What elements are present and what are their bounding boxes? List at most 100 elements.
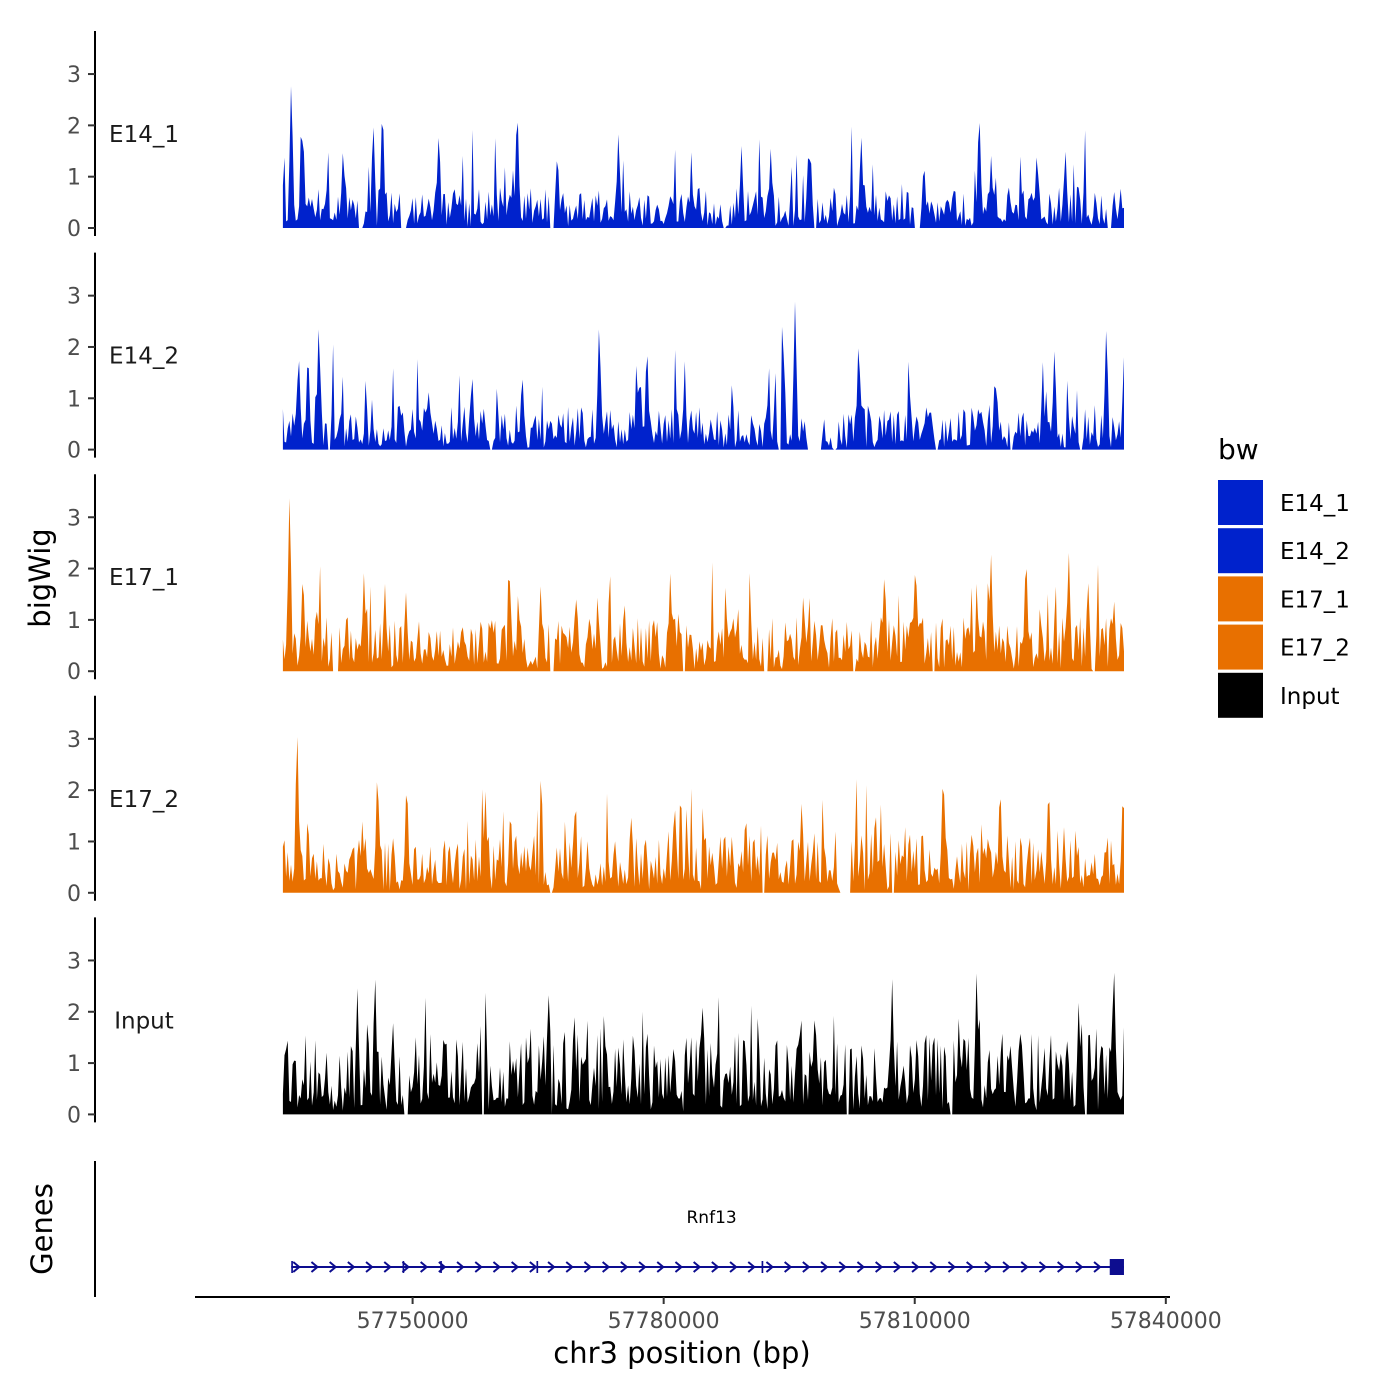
strand-arrow: [547, 1261, 556, 1273]
strand-arrow: [711, 1261, 720, 1273]
y-tick-label: 1: [67, 1052, 81, 1077]
strand-arrow: [638, 1261, 647, 1273]
legend-entry-E17_1: E17_1: [1218, 576, 1350, 622]
y-tick-label: 0: [67, 882, 81, 907]
y-tick-label: 2: [67, 779, 81, 804]
y-tick-label: 3: [67, 63, 81, 88]
signal-area-E17_1: [282, 498, 1124, 672]
strand-arrow: [729, 1261, 738, 1273]
strand-arrow: [929, 1261, 938, 1273]
gene-exon: [1109, 1259, 1124, 1275]
legend-entry-E14_2: E14_2: [1218, 528, 1350, 574]
gene-exon: [402, 1261, 405, 1273]
y-tick-label: 2: [67, 114, 81, 139]
strand-arrow: [620, 1261, 629, 1273]
x-tick-label: 57840000: [1110, 1309, 1222, 1334]
legend-swatch: [1218, 624, 1263, 670]
legend-swatch: [1218, 528, 1263, 574]
gene-name-label: Rnf13: [687, 1208, 737, 1228]
strand-arrow: [966, 1261, 975, 1273]
legend-entry-Input: Input: [1218, 672, 1340, 718]
track-E17_2: 0 1 2 3 E17_2: [67, 695, 1124, 907]
strand-arrow: [292, 1261, 301, 1273]
legend-label: Input: [1280, 684, 1340, 710]
track-E14_2: 0 1 2 3 E14_2: [67, 252, 1124, 464]
strand-arrow: [693, 1261, 702, 1273]
y-tick-label: 0: [67, 439, 81, 464]
gene-exon: [291, 1261, 293, 1273]
gene-exon: [440, 1261, 442, 1273]
x-axis-title: chr3 position (bp): [553, 1336, 810, 1370]
strand-arrow: [674, 1261, 684, 1273]
strand-arrow: [310, 1261, 320, 1273]
strand-arrow: [1093, 1261, 1102, 1273]
y-tick-label: 3: [67, 728, 81, 753]
gene-track: Genes Rnf13: [25, 1161, 1124, 1297]
strand-arrow: [492, 1261, 502, 1273]
gene-exon: [536, 1261, 539, 1273]
strand-arrow: [456, 1261, 465, 1273]
track-label: E14_2: [109, 344, 179, 370]
strand-arrow: [1075, 1261, 1084, 1273]
y-tick-label: 3: [67, 285, 81, 310]
track-label: E17_2: [109, 787, 179, 813]
strand-arrow: [802, 1261, 811, 1273]
y-tick-label: 1: [67, 830, 81, 855]
legend-swatch: [1218, 480, 1263, 525]
strand-arrow: [784, 1261, 793, 1273]
y-tick-label: 2: [67, 336, 81, 361]
y-tick-label: 2: [67, 558, 81, 583]
x-axis: 57750000 57780000 57810000 57840000 chr3 po…: [195, 1296, 1222, 1370]
x-tick-label: 57780000: [608, 1309, 720, 1334]
strand-arrow: [1038, 1261, 1048, 1273]
strand-arrow: [583, 1261, 593, 1273]
y-tick-label: 0: [67, 660, 81, 685]
strand-arrow: [765, 1261, 775, 1273]
strand-arrow: [329, 1261, 338, 1273]
y-tick-label: 3: [67, 949, 81, 974]
strand-arrow: [602, 1261, 611, 1273]
strand-arrow: [383, 1261, 392, 1273]
legend-label: E17_2: [1280, 636, 1350, 662]
strand-arrow: [565, 1261, 574, 1273]
y-tick-label: 3: [67, 506, 81, 531]
legend-title: bw: [1218, 433, 1259, 466]
y-axis-title: bigWig: [23, 528, 57, 627]
y-tick-label: 1: [67, 609, 81, 634]
strand-arrow: [875, 1261, 884, 1273]
legend-label: E14_2: [1280, 539, 1350, 565]
strand-arrow: [347, 1261, 356, 1273]
genes-axis-label: Genes: [25, 1183, 59, 1275]
strand-arrow: [511, 1261, 520, 1273]
x-tick-label: 57810000: [859, 1309, 971, 1334]
track-Input: 0 1 2 3 Input: [67, 917, 1124, 1128]
bigwig-tracks: 0 1 2 3 E14_1 0 1 2 3 E14_2 0 1 2 3 E17_1 0 1 2 3 E17_2 0 1 2 3…: [67, 31, 1124, 1128]
strand-arrow: [365, 1261, 374, 1273]
legend-swatch: [1218, 672, 1263, 718]
track-label: Input: [114, 1008, 174, 1034]
track-E14_1: 0 1 2 3 E14_1: [67, 31, 1124, 242]
gene-exon: [761, 1261, 764, 1273]
strand-arrow: [911, 1261, 920, 1273]
y-tick-label: 1: [67, 166, 81, 191]
legend-entry-E17_2: E17_2: [1218, 624, 1350, 670]
strand-arrow: [656, 1261, 665, 1273]
gene-Rnf13: Rnf13: [291, 1208, 1124, 1275]
strand-arrow: [947, 1261, 957, 1273]
strand-arrow: [401, 1261, 411, 1273]
track-E17_1: 0 1 2 3 E17_1: [67, 474, 1124, 685]
strand-arrow: [984, 1261, 993, 1273]
strand-arrow: [856, 1261, 866, 1273]
strand-arrow: [1002, 1261, 1011, 1273]
strand-arrow: [820, 1261, 829, 1273]
signal-area-E14_1: [282, 86, 1124, 228]
strand-arrow: [893, 1261, 902, 1273]
y-tick-label: 0: [67, 1103, 81, 1128]
strand-arrow: [529, 1261, 538, 1273]
y-tick-label: 0: [67, 217, 81, 242]
y-tick-label: 1: [67, 387, 81, 412]
strand-arrow: [420, 1261, 429, 1273]
signal-area-E14_2: [282, 301, 1124, 450]
legend-label: E17_1: [1280, 587, 1350, 613]
